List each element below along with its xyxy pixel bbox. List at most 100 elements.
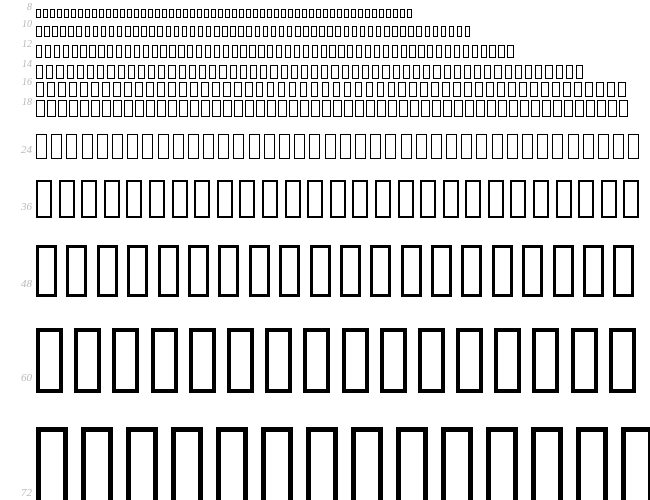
glyph-box <box>36 134 47 159</box>
glyph-box <box>465 100 474 117</box>
glyph-box <box>76 26 82 37</box>
glyph-box <box>78 9 83 18</box>
glyph-box <box>230 26 236 37</box>
glyph-box <box>454 100 463 117</box>
glyph-box <box>418 45 424 58</box>
glyph-box <box>456 328 483 393</box>
glyph-box <box>157 82 165 97</box>
glyph-box <box>240 65 247 79</box>
glyph-box <box>344 26 350 37</box>
glyph-box <box>246 9 251 18</box>
glyph-box <box>101 26 107 37</box>
glyph-box <box>66 134 77 159</box>
glyph-box <box>36 100 45 117</box>
glyph-box <box>436 45 442 58</box>
glyph-box <box>333 100 342 117</box>
glyph-box <box>279 245 300 297</box>
glyph-box <box>148 65 155 79</box>
glyph-box <box>233 134 244 159</box>
glyph-box <box>333 82 341 97</box>
glyph-box <box>322 100 331 117</box>
glyph-box <box>152 45 158 58</box>
size-label: 36 <box>0 201 32 213</box>
glyph-box <box>553 100 562 117</box>
glyph-box <box>225 9 230 18</box>
glyph-box <box>36 9 41 18</box>
glyph-box <box>383 45 389 58</box>
glyph-box <box>309 134 320 159</box>
glyph-box <box>171 427 203 500</box>
glyph-box <box>585 82 593 97</box>
glyph-box <box>263 26 269 37</box>
glyph-box <box>264 134 275 159</box>
glyph-box <box>124 82 132 97</box>
glyph-box <box>365 9 370 18</box>
glyph-box <box>461 245 482 297</box>
glyph-box <box>385 134 396 159</box>
glyph-box <box>245 100 254 117</box>
glyph-box <box>507 134 518 159</box>
glyph-box <box>169 9 174 18</box>
glyph-box <box>249 134 260 159</box>
glyph-box <box>149 26 155 37</box>
glyph-box <box>47 100 56 117</box>
glyph-box <box>113 9 118 18</box>
glyph-box <box>340 245 361 297</box>
glyph-box <box>431 245 452 297</box>
glyph-box <box>67 65 74 79</box>
glyph-box <box>281 65 288 79</box>
glyph-box <box>535 65 542 79</box>
glyph-box <box>431 82 439 97</box>
glyph-box <box>158 134 169 159</box>
glyph-box <box>342 328 369 393</box>
glyph-box <box>365 45 371 58</box>
glyph-box <box>92 9 97 18</box>
glyph-box <box>475 82 483 97</box>
glyph-box <box>173 134 184 159</box>
glyph-box <box>408 26 414 37</box>
glyph-box <box>370 245 391 297</box>
glyph-box <box>158 245 179 297</box>
glyph-box <box>311 65 318 79</box>
glyph-box <box>295 9 300 18</box>
glyph-box <box>542 100 551 117</box>
glyph-box <box>454 65 461 79</box>
glyph-box <box>289 82 297 97</box>
glyph-box <box>432 100 441 117</box>
glyph-box <box>214 26 220 37</box>
glyph-box <box>445 45 451 58</box>
specimen-row <box>36 134 644 159</box>
glyph-box <box>366 82 374 97</box>
glyph-box <box>162 9 167 18</box>
glyph-box <box>311 26 317 37</box>
glyph-box <box>189 65 196 79</box>
glyph-box <box>255 26 261 37</box>
specimen-row <box>36 245 644 297</box>
glyph-box <box>392 26 398 37</box>
glyph-box <box>223 45 229 58</box>
glyph-box <box>515 65 522 79</box>
glyph-box <box>494 328 521 393</box>
glyph-box <box>217 180 233 218</box>
glyph-box <box>127 9 132 18</box>
glyph-box <box>329 45 335 58</box>
glyph-box <box>583 245 604 297</box>
glyph-box <box>278 100 287 117</box>
glyph-box <box>446 134 457 159</box>
glyph-box <box>52 26 58 37</box>
glyph-box <box>374 45 380 58</box>
glyph-box <box>91 100 100 117</box>
glyph-box <box>454 45 460 58</box>
glyph-box <box>127 245 148 297</box>
glyph-box <box>531 427 563 500</box>
glyph-box <box>81 427 113 500</box>
glyph-box <box>227 328 254 393</box>
glyph-box <box>497 82 505 97</box>
glyph-box <box>56 65 63 79</box>
glyph-box <box>463 45 469 58</box>
glyph-box <box>427 45 433 58</box>
glyph-box <box>239 9 244 18</box>
glyph-box <box>146 82 154 97</box>
specimen-row <box>36 180 646 218</box>
glyph-box <box>481 45 487 58</box>
